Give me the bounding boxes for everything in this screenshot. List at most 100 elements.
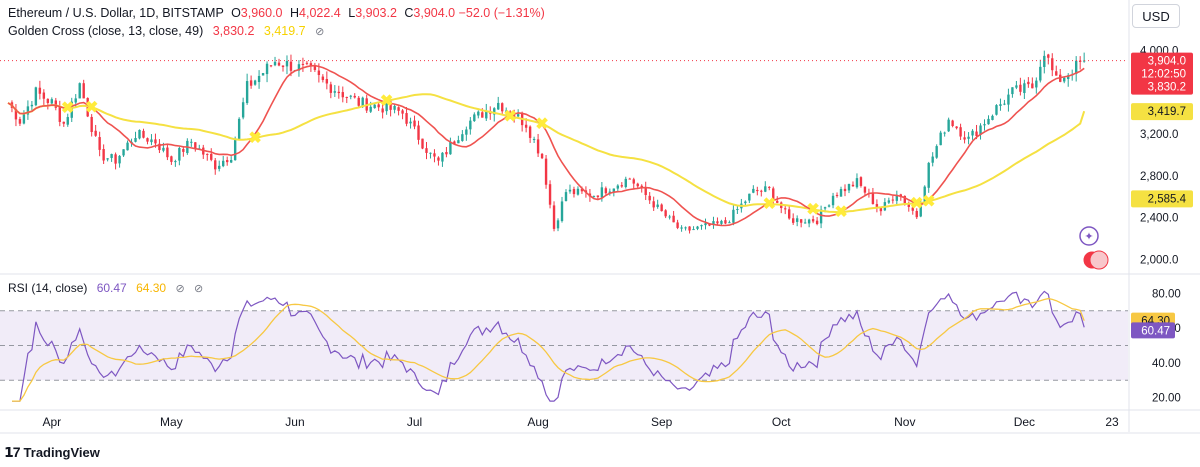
candle-body xyxy=(465,129,468,135)
candle-body xyxy=(612,188,616,193)
tradingview-logo[interactable]: 𝟭7 TradingView xyxy=(4,444,100,461)
candle-body xyxy=(532,138,536,140)
candle-body xyxy=(632,179,635,184)
candle-body xyxy=(552,205,556,229)
candle-body xyxy=(325,78,329,84)
candle-body xyxy=(385,101,388,112)
eye-off-icon[interactable]: ⊘ xyxy=(194,283,204,295)
candle-body xyxy=(401,110,404,114)
candle-body xyxy=(688,226,691,231)
candle-body xyxy=(218,165,221,169)
candle-body xyxy=(668,216,671,218)
candle-body xyxy=(441,152,444,162)
candle-body xyxy=(277,62,281,66)
candle-body xyxy=(429,152,432,154)
flag-icon xyxy=(1089,250,1109,270)
candle-body xyxy=(839,189,843,197)
candle-body xyxy=(18,119,22,124)
fast-ma-line xyxy=(7,64,1085,227)
candle-body xyxy=(716,221,719,224)
candle-body xyxy=(1063,77,1066,82)
candle-body xyxy=(600,187,604,198)
candle-body xyxy=(915,210,918,218)
candle-body xyxy=(381,108,384,113)
rsi-pane xyxy=(0,290,1128,402)
indicator-name[interactable]: Golden Cross (close, 13, close, 49) xyxy=(8,24,204,38)
candle-body xyxy=(54,100,57,108)
candle-body xyxy=(285,61,289,67)
candle-body xyxy=(568,189,572,192)
candle-body xyxy=(999,104,1002,106)
cross-marker: ✖ xyxy=(763,196,776,213)
candle-body xyxy=(313,66,317,70)
candle-body xyxy=(947,119,950,132)
candle-body xyxy=(245,81,249,104)
time-tick-label: Dec xyxy=(1014,415,1035,429)
candle-body xyxy=(437,157,440,161)
candle-body xyxy=(736,209,739,211)
indicator-fast-value: 3,830.2 xyxy=(212,24,255,38)
candle-body xyxy=(30,104,34,107)
candle-body xyxy=(337,91,340,94)
candle-body xyxy=(1019,84,1022,92)
candle-body xyxy=(449,142,452,155)
candle-body xyxy=(971,130,974,136)
cross-marker: ✖ xyxy=(834,204,847,221)
candle-body xyxy=(1003,103,1006,105)
candle-body xyxy=(696,226,699,229)
eye-off-icon[interactable]: ⊘ xyxy=(175,283,185,295)
candle-body xyxy=(206,153,209,155)
candle-body xyxy=(98,137,101,150)
candle-body xyxy=(222,160,225,167)
candle-body xyxy=(94,130,97,136)
candle-body xyxy=(863,186,867,193)
candle-body xyxy=(508,111,512,116)
candle-body xyxy=(955,126,958,129)
candle-body xyxy=(1023,83,1026,94)
candle-body xyxy=(162,147,165,151)
candle-body xyxy=(70,101,73,118)
candle-body xyxy=(1074,60,1078,74)
candle-body xyxy=(919,203,922,217)
candle-body xyxy=(241,102,245,118)
candle-body xyxy=(628,178,631,180)
candle-body xyxy=(1051,58,1054,71)
currency-button[interactable]: USD xyxy=(1132,4,1180,28)
candle-body xyxy=(931,156,934,163)
candle-body xyxy=(261,73,265,76)
last-price-label-box xyxy=(1131,52,1193,95)
candle-body xyxy=(110,154,113,158)
candle-body xyxy=(548,184,552,205)
candle-body xyxy=(82,83,85,99)
rsi-ma-line xyxy=(12,297,1085,402)
candle-body xyxy=(142,130,145,138)
candle-body xyxy=(22,114,26,124)
candle-body xyxy=(397,107,400,111)
candle-body xyxy=(752,188,755,193)
time-tick-label: Oct xyxy=(772,415,791,429)
candle-body xyxy=(704,223,707,226)
candle-body xyxy=(469,120,472,130)
candle-body xyxy=(102,149,105,161)
candle-body xyxy=(118,155,121,164)
candle-body xyxy=(855,178,859,188)
indicator-header: Golden Cross (close, 13, close, 49) 3,83… xyxy=(8,24,324,38)
candle-body xyxy=(289,61,293,71)
price-tick-label: 2,000.0 xyxy=(1140,255,1178,267)
candle-body xyxy=(281,65,285,68)
candle-body xyxy=(66,117,69,125)
last-price-label: 3,830.2 xyxy=(1148,82,1186,94)
candle-body xyxy=(317,70,321,76)
rsi-name[interactable]: RSI (14, close) xyxy=(8,281,88,295)
eye-off-icon[interactable]: ⊘ xyxy=(315,26,325,38)
candle-body xyxy=(811,219,815,222)
candle-body xyxy=(871,193,875,205)
candle-body xyxy=(154,139,157,144)
candle-body xyxy=(991,115,994,120)
candle-body xyxy=(377,104,380,108)
candle-body xyxy=(572,189,576,195)
cross-marker: ✖ xyxy=(806,201,819,218)
candle-body xyxy=(728,222,731,224)
candle-body xyxy=(859,177,863,186)
